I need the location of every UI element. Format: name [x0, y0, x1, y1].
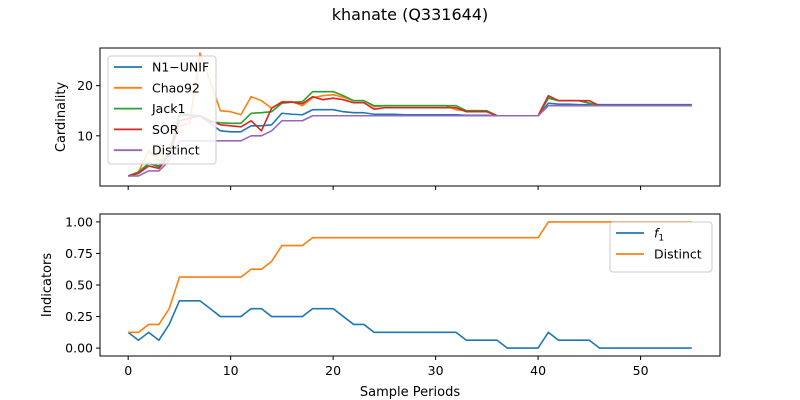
x-axis-label: Sample Periods — [360, 385, 460, 400]
cardinality-grid-ticks: 10 20 — [77, 78, 642, 190]
legend-label: SOR — [152, 122, 179, 137]
series-line-distinct — [128, 104, 692, 177]
y-tick-label: 1.00 — [65, 214, 93, 229]
legend-frame — [107, 55, 217, 165]
y-tick-label: 0.50 — [65, 278, 93, 293]
indicators-y-axis-label: Indicators — [40, 253, 55, 317]
legend-label: Jack1 — [151, 101, 185, 116]
y-tick-label: 20 — [77, 78, 93, 93]
y-tick-label: 0.75 — [65, 246, 93, 261]
y-tick-label: 0.00 — [65, 341, 93, 356]
series-line-sor — [127, 94, 692, 177]
series-line-distinct — [128, 221, 692, 334]
x-tick-label: 0 — [124, 363, 132, 378]
y-tick-label: 10 — [77, 128, 93, 143]
series-line-f1 — [127, 299, 692, 349]
legend-label: Distinct — [654, 247, 702, 262]
indicators-lines — [127, 221, 692, 349]
cardinality-axes-frame — [99, 47, 721, 187]
indicators-legend: f1 Distinct — [609, 221, 713, 273]
cardinality-legend: N1−UNIF Chao92 Jack1 SOR Distinct — [107, 55, 217, 165]
legend-label: f1 — [654, 226, 664, 244]
x-tick-label: 10 — [223, 363, 239, 378]
indicators-plot: 0.00 0.25 0.50 0.75 1.00 0 10 20 30 40 50 Indicato… — [40, 213, 721, 400]
cardinality-lines — [127, 52, 692, 177]
indicators-grid-ticks: 0.00 0.25 0.50 0.75 1.00 0 10 20 30 40 50 — [65, 214, 648, 378]
legend-label: N1−UNIF — [152, 60, 209, 75]
x-tick-label: 40 — [530, 363, 546, 378]
x-tick-label: 50 — [633, 363, 649, 378]
figure-title: khanate (Q331644) — [332, 5, 489, 24]
legend-label: Distinct — [152, 143, 200, 158]
cardinality-plot: 10 20 Cardinality N1−UNIF Chao92 Jack1 SOR Di… — [54, 47, 721, 190]
legend-frame — [609, 221, 713, 273]
x-tick-label: 30 — [428, 363, 444, 378]
y-tick-label: 0.25 — [65, 309, 93, 324]
x-tick-label: 20 — [325, 363, 341, 378]
legend-label: Chao92 — [152, 80, 200, 95]
cardinality-y-axis-label: Cardinality — [54, 82, 69, 153]
indicators-axes-frame — [99, 213, 721, 357]
